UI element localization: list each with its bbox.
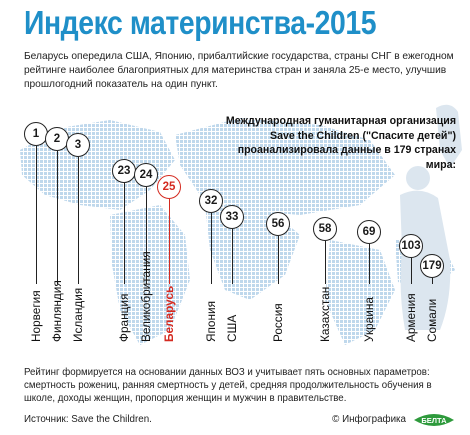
rank-circle: 25 <box>157 175 181 199</box>
marker-line <box>36 146 37 284</box>
marker-line <box>232 229 233 284</box>
marker-line <box>57 151 58 284</box>
country-name: Великобритания <box>139 251 153 342</box>
rank-circle: 32 <box>199 189 223 213</box>
rank-circle: 69 <box>357 220 381 244</box>
country-name: Япония <box>204 301 218 342</box>
org-line: Save the Children ("Спасите детей") <box>270 129 456 142</box>
belta-logo: БЕЛТА <box>414 414 454 426</box>
country-name: Финляндия <box>50 280 64 342</box>
rank-circle: 24 <box>134 163 158 187</box>
rank-circle: 58 <box>313 217 337 241</box>
org-line: проанализировала данные в 179 странах ми… <box>237 144 456 171</box>
marker-line <box>432 278 433 284</box>
rank-circle: 33 <box>220 205 244 229</box>
footnote: Рейтинг формируется на основании данных … <box>24 367 432 404</box>
country-name: Исландия <box>71 287 85 342</box>
country-name: Сомали <box>425 298 439 342</box>
marker-line <box>278 236 279 284</box>
marker-line <box>124 183 125 284</box>
rank-circle: 3 <box>66 133 90 157</box>
country-name: Армения <box>404 293 418 342</box>
org-line: Международная гуманитарная организация <box>225 115 456 127</box>
country-name: США <box>225 314 239 342</box>
logo-text: БЕЛТА <box>421 416 447 425</box>
marker-line <box>169 199 170 284</box>
marker-line <box>146 187 147 284</box>
marker-line <box>78 157 79 284</box>
marker-line <box>325 241 326 284</box>
credit-note: © Инфографика <box>332 414 406 425</box>
rank-circle: 179 <box>420 254 444 278</box>
country-name: Украина <box>362 297 376 342</box>
page-title: Индекс материнства-2015 <box>24 4 377 41</box>
country-name: Казахстан <box>318 286 332 342</box>
country-name: Беларусь <box>162 285 176 342</box>
marker-line <box>369 244 370 284</box>
lead-paragraph: Беларусь опередила США, Японию, прибалти… <box>24 51 454 90</box>
rank-circle: 23 <box>112 159 136 183</box>
rank-circle: 1 <box>24 122 48 146</box>
country-name: Франция <box>117 293 131 342</box>
organization-note: Международная гуманитарная организация S… <box>206 114 456 172</box>
rank-circle: 56 <box>266 212 290 236</box>
rank-circle: 2 <box>45 127 69 151</box>
rank-circle: 103 <box>399 234 423 258</box>
country-name: Норвегия <box>29 290 43 342</box>
country-name: Россия <box>271 303 285 342</box>
marker-line <box>211 213 212 284</box>
source-note: Источник: Save the Children. <box>24 414 152 425</box>
marker-line <box>411 258 412 284</box>
